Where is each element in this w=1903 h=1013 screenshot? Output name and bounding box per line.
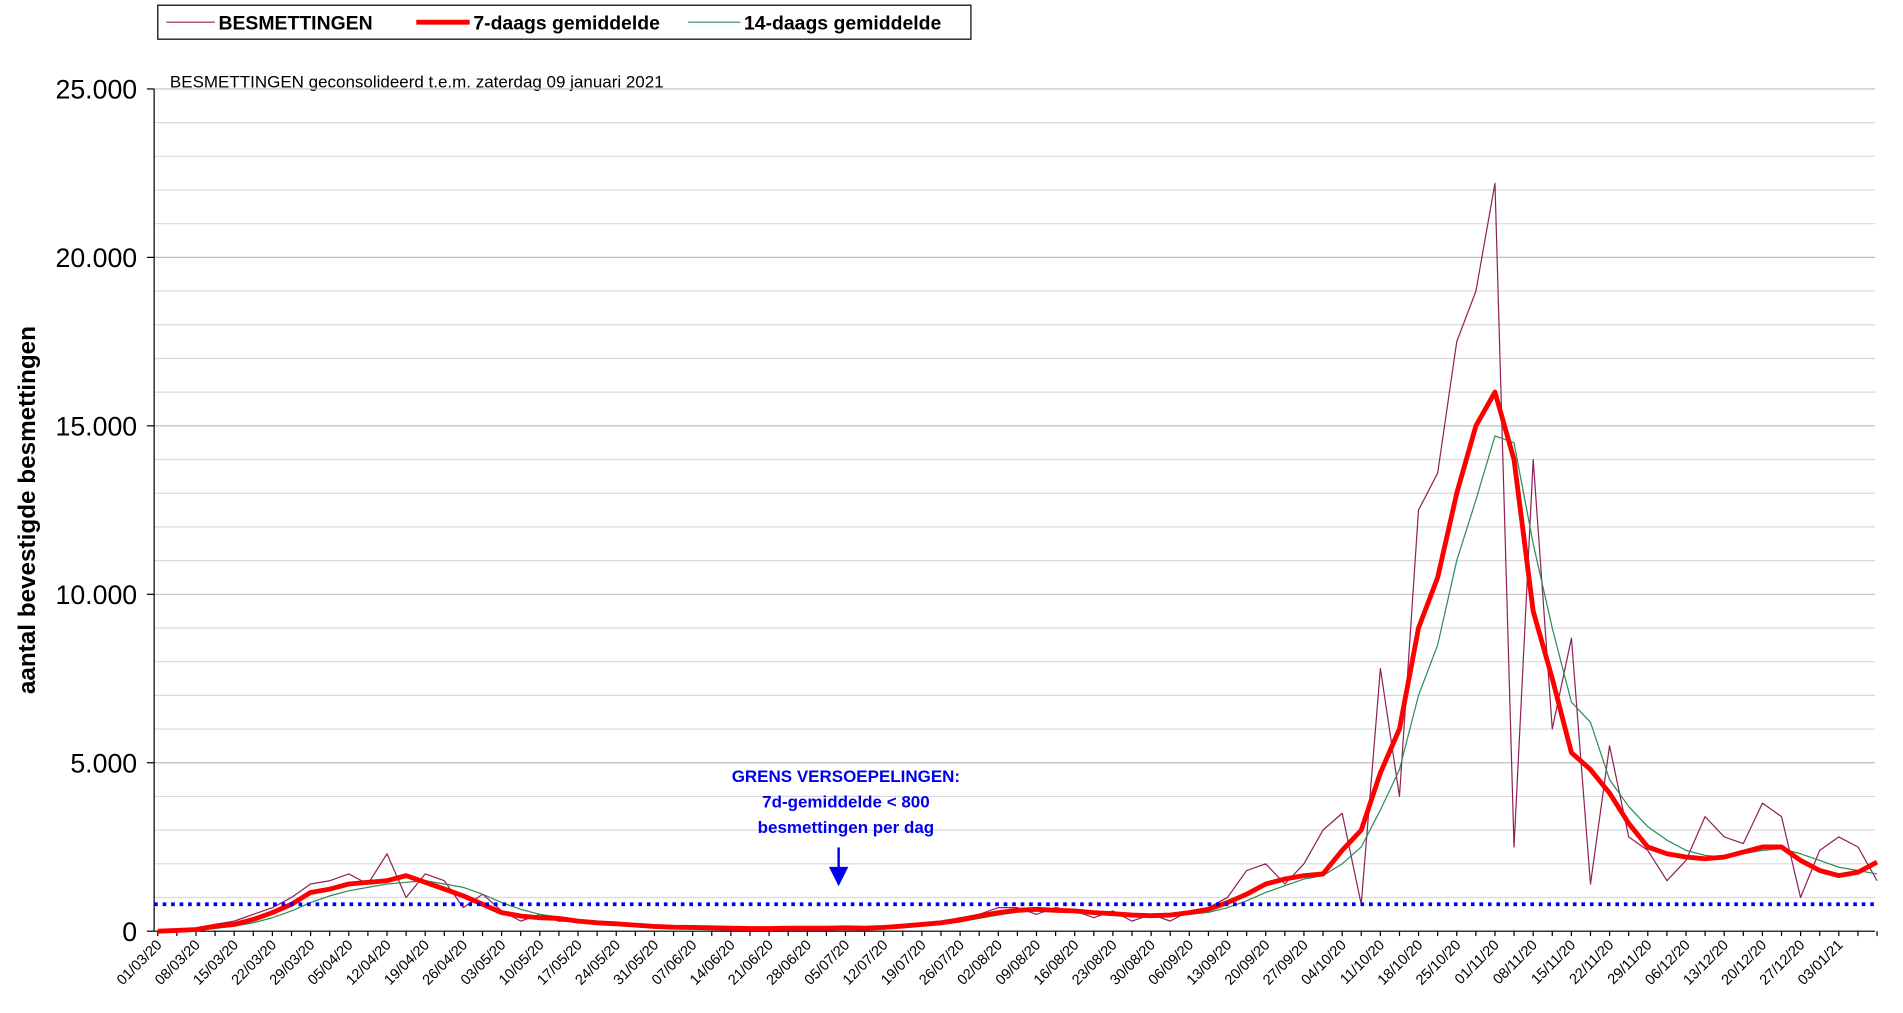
annotation-text: GRENS VERSOEPELINGEN: — [732, 767, 960, 786]
legend-label: 7-daags gemiddelde — [473, 12, 660, 34]
annotation-text: 7d-gemiddelde < 800 — [762, 792, 930, 811]
legend-label: 14-daags gemiddelde — [744, 12, 942, 34]
y-tick-label: 5.000 — [70, 748, 137, 778]
series-line — [157, 182, 1878, 932]
y-tick-label: 0 — [122, 917, 137, 947]
annotation-text: besmettingen per dag — [758, 818, 934, 837]
chart-title: BESMETTINGEN geconsolideerd t.e.m. zater… — [170, 73, 664, 92]
y-axis-label: aantal bevestigde besmettingen — [14, 326, 41, 694]
legend-box — [157, 4, 972, 40]
series-line — [157, 389, 1879, 934]
y-tick-label: 25.000 — [56, 75, 138, 105]
y-tick-label: 20.000 — [56, 243, 138, 273]
legend-label: BESMETTINGEN — [218, 12, 372, 34]
y-tick-label: 10.000 — [56, 580, 138, 610]
y-tick-label: 15.000 — [56, 412, 138, 442]
legend: BESMETTINGEN 7-daags gemiddelde 14-daags g… — [157, 4, 972, 40]
annotation-arrowhead — [828, 866, 849, 887]
